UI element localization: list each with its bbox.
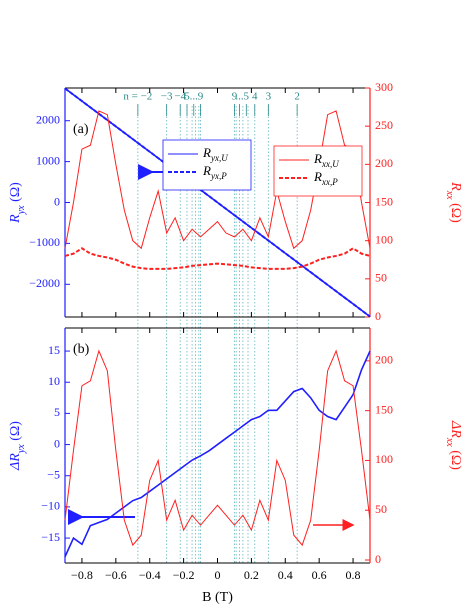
level-label: 2 [294, 91, 300, 103]
series-line [64, 247, 371, 270]
axis-label-part: R [8, 214, 23, 224]
legend-box [273, 145, 363, 197]
x-tick-label: −0.4 [139, 568, 161, 582]
y2-tick-label: 250 [375, 118, 393, 132]
x-tick-label: 0.4 [278, 568, 293, 582]
y2-tick-label: 150 [375, 194, 393, 208]
series-line [64, 87, 371, 318]
y2-tick-label: 0 [375, 309, 381, 323]
x-tick-label: −0.2 [173, 568, 195, 582]
y-tick-label: −2000 [29, 276, 60, 290]
axis-label: Rxx (Ω) [444, 181, 463, 223]
y-tick-label: 0 [54, 436, 60, 450]
x-tick-label: 0.2 [244, 568, 259, 582]
level-label: −4 [174, 91, 186, 103]
y-tick-label: −15 [41, 530, 60, 544]
axis-label-part: (Ω) [8, 421, 23, 445]
y-tick-label: 10 [48, 374, 60, 388]
axis-label-part: xx [444, 437, 455, 447]
y2-tick-label: 200 [375, 353, 393, 367]
y-tick-label: 1000 [36, 153, 60, 167]
x-tick-label: 0 [215, 568, 221, 582]
x-tick-label: 0.6 [312, 568, 327, 582]
legend-label: Rxx,U [313, 151, 339, 169]
axis-label: ΔRxx (Ω) [444, 420, 463, 470]
axis-label-part: ΔR [8, 453, 23, 471]
axis-label-part: R [448, 181, 463, 191]
y-tick-label: −1000 [29, 235, 60, 249]
y-tick-label: 2000 [36, 112, 60, 126]
y-tick-label: 5 [54, 405, 60, 419]
axis-label-part: xx [444, 190, 455, 200]
series-line [64, 350, 371, 558]
legend-label: Ryx,U [202, 145, 228, 163]
axis-label-part: (Ω) [448, 447, 463, 471]
y-tick-label: −5 [47, 467, 60, 481]
y2-tick-label: 200 [375, 156, 393, 170]
y2-tick-label: 150 [375, 402, 393, 416]
level-label: n = −2 [123, 91, 152, 103]
y-tick-label: 15 [48, 343, 60, 357]
level-label: 9 [198, 91, 204, 103]
y2-tick-label: 50 [375, 271, 387, 285]
legend-box [162, 139, 252, 191]
legend-label: Ryx,P [202, 163, 227, 181]
axis-label-part: ΔR [448, 420, 463, 438]
axis-label: ΔRyx (Ω) [8, 421, 27, 471]
level-label: ... [235, 91, 244, 103]
y-tick-label: −10 [41, 499, 60, 513]
level-label: −3 [161, 91, 173, 103]
level-label: 5 [184, 91, 190, 103]
axis-label: Ryx (Ω) [8, 182, 27, 224]
level-label: 3 [266, 91, 272, 103]
x-tick-label: 0.8 [346, 568, 361, 582]
level-label: 4 [252, 91, 258, 103]
level-label: ... [190, 91, 199, 103]
y2-tick-label: 100 [375, 452, 393, 466]
axis-label-part: yx [16, 444, 27, 454]
y2-tick-label: 300 [375, 80, 393, 94]
x-axis-label: B (T) [202, 590, 233, 605]
y2-tick-label: 50 [375, 502, 387, 516]
y-tick-label: 0 [54, 194, 60, 208]
x-tick-label: −0.6 [105, 568, 127, 582]
series-line [64, 349, 371, 547]
y2-tick-label: 100 [375, 232, 393, 246]
x-tick-label: −0.8 [71, 568, 93, 582]
axis-label-part: yx [16, 205, 27, 215]
axis-label-part: (Ω) [448, 200, 463, 224]
panel-label: (b) [73, 342, 90, 357]
y2-tick-label: 0 [375, 552, 381, 566]
axis-label-part: (Ω) [8, 182, 23, 206]
panel-label: (a) [73, 122, 89, 137]
level-label: 5 [244, 91, 250, 103]
level-label: 9 [232, 91, 238, 103]
legend-label: Rxx,P [313, 169, 338, 187]
